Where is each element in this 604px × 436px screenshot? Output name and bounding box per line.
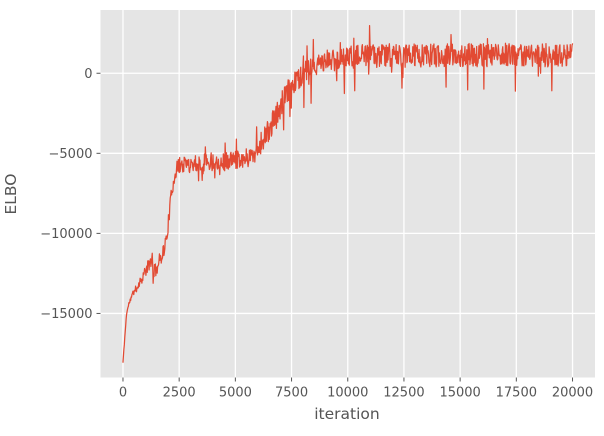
x-tick-label: 20000 xyxy=(552,386,593,401)
y-tick-label: −10000 xyxy=(40,227,92,242)
y-tick-label: −5000 xyxy=(49,147,93,162)
series-lines xyxy=(122,25,574,363)
x-tick-labels: 0 2500 5000 7500 10000 12500 15000 17500 20000 xyxy=(119,386,593,401)
y-tick-labels: 0 −5000 −10000 −15000 xyxy=(40,67,92,322)
x-tick-label: 15000 xyxy=(439,386,480,401)
y-tick-label: 0 xyxy=(84,67,92,82)
x-tick-label: 12500 xyxy=(383,386,424,401)
x-tick-label: 10000 xyxy=(327,386,368,401)
x-tick-label: 5000 xyxy=(219,386,252,401)
x-axis-label: iteration xyxy=(314,405,379,423)
x-tick-label: 17500 xyxy=(496,386,537,401)
x-tick-label: 7500 xyxy=(275,386,308,401)
y-axis-label: ELBO xyxy=(2,174,20,215)
elbo-series-line xyxy=(122,25,574,363)
y-tick-label: −15000 xyxy=(40,307,92,322)
gridlines xyxy=(100,10,595,378)
x-tick-label: 0 xyxy=(119,386,127,401)
tick-marks xyxy=(96,72,574,382)
x-tick-label: 2500 xyxy=(163,386,196,401)
